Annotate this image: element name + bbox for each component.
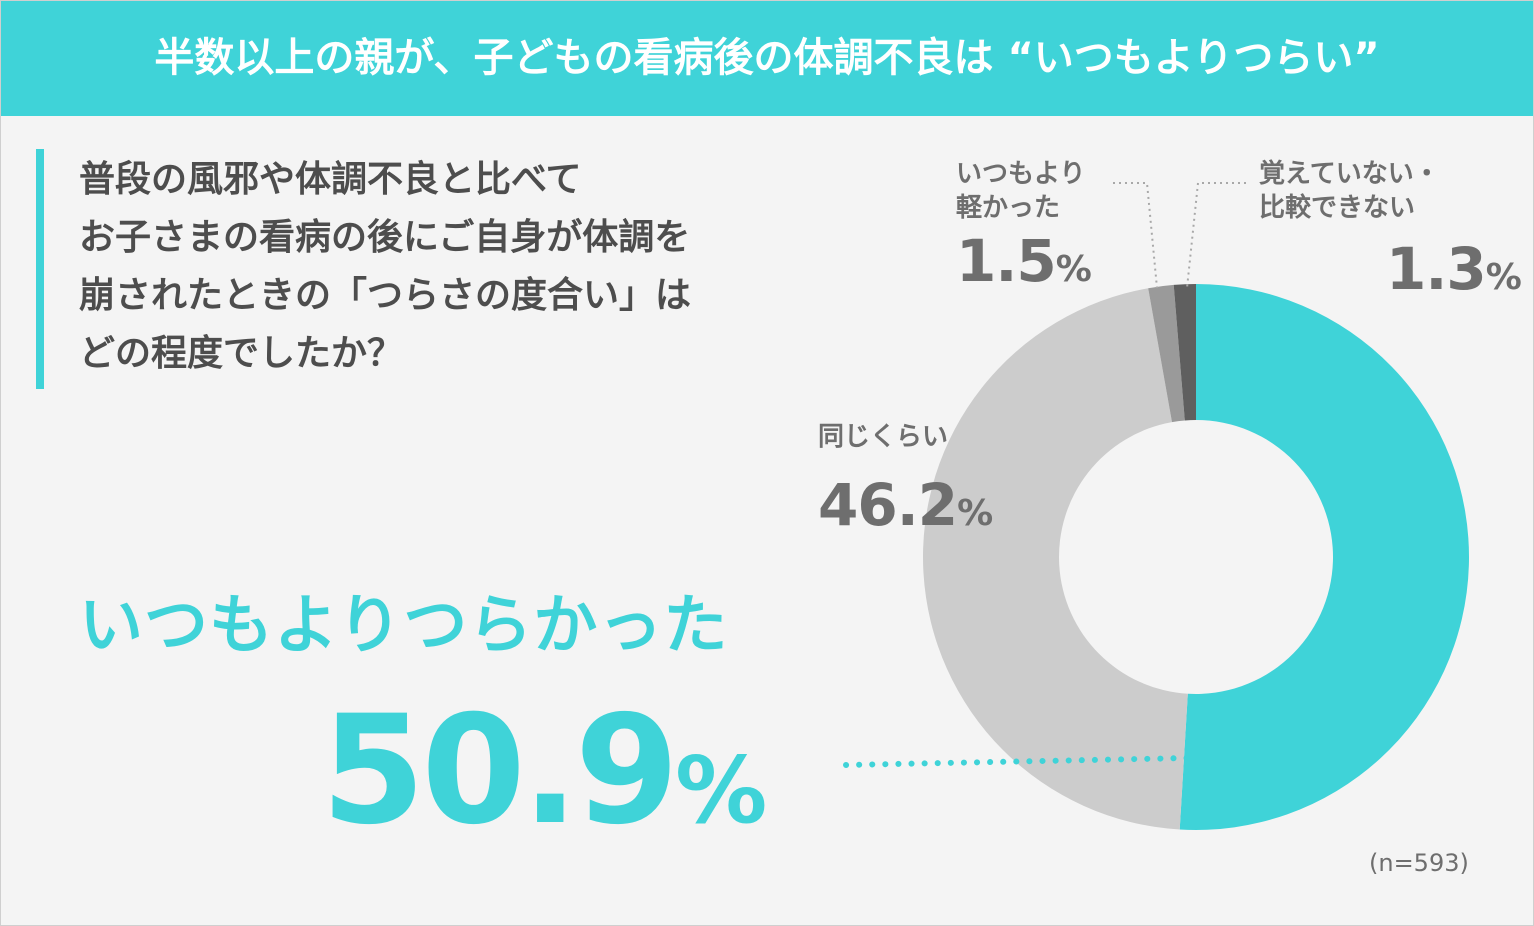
highlight-number: 50.9: [321, 684, 679, 858]
slice-dont-know: [1173, 284, 1196, 421]
leader-line-dont-know: [1186, 182, 1246, 289]
page-title: 半数以上の親が、子どもの看病後の体調不良は “いつもよりつらい”: [1, 1, 1533, 116]
label-dont-know-value: 1.3%: [1386, 237, 1522, 310]
label-same-name: 同じくらい: [818, 422, 949, 452]
label-same-value: 46.2%: [818, 473, 993, 546]
question-line: 崩されたときの「つらさの度合い」は: [79, 275, 692, 316]
label-dont-know-number: 1.3: [1386, 235, 1487, 303]
question-text: 普段の風邪や体調不良と比べて お子さまの看病の後にご自身が体調を 崩されたときの…: [79, 151, 879, 383]
label-lighter-number: 1.5: [956, 227, 1057, 295]
sample-size: (n=593): [1369, 849, 1469, 877]
highlight-label: いつもよりつらかった: [79, 589, 729, 663]
label-same-number: 46.2: [818, 471, 958, 539]
label-same-unit: %: [957, 493, 994, 534]
label-lighter-value: 1.5%: [956, 229, 1092, 302]
slice-same: [923, 288, 1188, 830]
label-lighter-unit: %: [1055, 249, 1092, 290]
leader-line-lighter: [1113, 182, 1158, 289]
slice-worse: [1179, 284, 1469, 830]
highlight-unit: %: [675, 737, 768, 844]
label-lighter-name-line: いつもより: [956, 159, 1086, 189]
question-line: 普段の風邪や体調不良と比べて: [79, 159, 582, 200]
label-lighter-name-line: 軽かった: [956, 193, 1061, 223]
leader-line-worse: [843, 755, 1191, 768]
highlight-value: 50.9%: [321, 681, 767, 881]
label-dont-know-name-line: 比較できない: [1259, 193, 1416, 223]
label-dont-know-unit: %: [1485, 257, 1522, 298]
question-line: どの程度でしたか？: [79, 333, 404, 374]
label-dont-know-name-line: 覚えていない・: [1259, 159, 1440, 189]
accent-bar: [36, 149, 44, 389]
slice-lighter: [1148, 284, 1185, 423]
question-line: お子さまの看病の後にご自身が体調を: [79, 217, 691, 258]
